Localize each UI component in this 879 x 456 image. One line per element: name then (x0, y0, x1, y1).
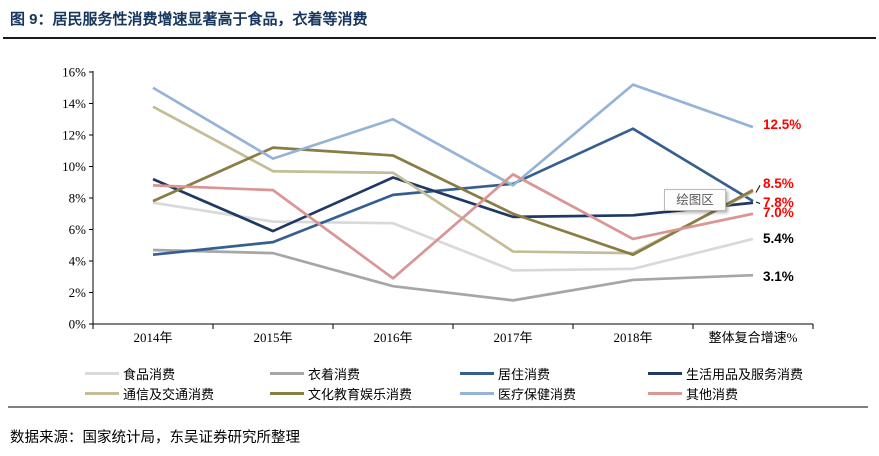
legend-label: 生活用品及服务消费 (686, 366, 804, 382)
y-tick-label: 14% (62, 96, 86, 111)
x-category-label: 整体复合增速% (709, 330, 798, 345)
y-tick-label: 6% (69, 222, 87, 237)
series-line-1[interactable] (152, 248, 754, 302)
end-label-4: 5.4% (763, 230, 794, 246)
end-label-3: 7.0% (763, 204, 794, 220)
legend-label: 文化教育娱乐消费 (308, 386, 413, 402)
end-label-1: 8.5% (763, 176, 794, 192)
legend-item-2[interactable]: 居住消费 (460, 364, 550, 382)
legend-swatch (85, 391, 119, 395)
series-line-3[interactable] (152, 176, 754, 233)
x-category-label: 2018年 (613, 330, 652, 345)
plot-area[interactable]: 0% 2% 4% 6% 8% 10% 12% 14% 16% 2014年 2015年 2016年 201… (0, 42, 879, 414)
series-line-5[interactable] (152, 146, 754, 257)
x-category-label: 2015年 (253, 330, 292, 345)
legend-swatch (460, 371, 494, 375)
label-leader-line (755, 201, 761, 204)
end-label-0: 12.5% (763, 117, 802, 133)
legend-item-6[interactable]: 医疗保健消费 (460, 384, 576, 402)
label-leader-line (755, 185, 761, 193)
legend-swatch (85, 371, 119, 375)
y-tick-label: 8% (69, 191, 87, 206)
legend-swatch (460, 391, 494, 395)
x-category-label: 2016年 (373, 330, 412, 345)
legend-swatch (648, 371, 682, 375)
y-tick-label: 4% (69, 254, 87, 269)
tooltip-text: 绘图区 (676, 193, 714, 207)
legend-label: 医疗保健消费 (498, 386, 577, 402)
legend-label: 衣着消费 (308, 366, 361, 382)
data-source: 数据来源：国家统计局，东吴证券研究所整理 (10, 430, 300, 446)
series-line-2[interactable] (152, 127, 754, 257)
excel-chart-object[interactable]: 0% 2% 4% 6% 8% 10% 12% 14% 16% 2014年 2015年 2016年 201… (0, 42, 879, 414)
figure-title: 图 9：居民服务性消费增速显著高于食品，衣着等消费 (10, 11, 368, 28)
y-tick-label: 0% (69, 317, 87, 332)
legend-item-5[interactable]: 文化教育娱乐消费 (270, 384, 412, 402)
legend-item-0[interactable]: 食品消费 (85, 364, 175, 382)
legend-swatch (648, 391, 682, 395)
x-category-label: 2014年 (133, 330, 172, 345)
legend-item-4[interactable]: 通信及交通消费 (85, 384, 214, 402)
end-label-2: 7.8% (763, 194, 794, 210)
series-line-7[interactable] (152, 173, 754, 280)
legend-swatch (270, 391, 304, 395)
x-category-label: 2017年 (493, 330, 532, 345)
legend-item-7[interactable]: 其他消费 (648, 384, 738, 402)
end-label-5: 3.1% (763, 268, 794, 284)
legend-label: 食品消费 (123, 366, 176, 382)
legend-item-1[interactable]: 衣着消费 (270, 364, 360, 382)
legend-label: 居住消费 (498, 366, 551, 382)
plot-area-tooltip: 绘图区 (664, 189, 726, 211)
title-divider (3, 37, 876, 39)
legend-label: 通信及交通消费 (123, 386, 215, 402)
series-line-4[interactable] (152, 105, 754, 255)
legend-label: 其他消费 (686, 386, 739, 402)
series-line-0[interactable] (152, 201, 754, 272)
legend-item-3[interactable]: 生活用品及服务消费 (648, 364, 803, 382)
y-tick-label: 2% (69, 285, 87, 300)
legend-swatch (270, 371, 304, 375)
y-tick-label: 10% (62, 159, 86, 174)
y-tick-label: 16% (62, 65, 86, 80)
y-tick-label: 12% (62, 128, 86, 143)
series-line-6[interactable] (152, 83, 754, 187)
